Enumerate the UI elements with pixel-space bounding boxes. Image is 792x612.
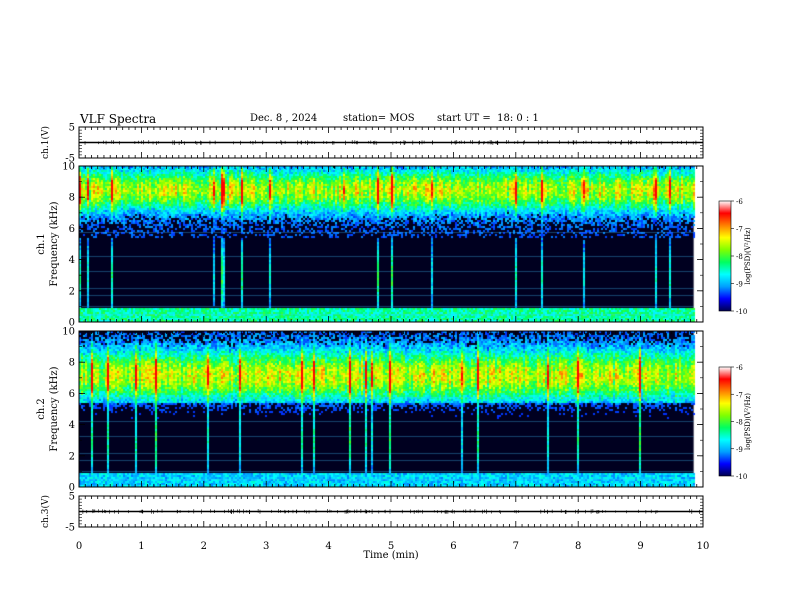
y-tick-label: 8 xyxy=(69,358,75,369)
ch3-voltage-label: ch.3(V) xyxy=(40,495,51,528)
y-tick-label: 6 xyxy=(69,224,75,235)
x-tick-label: 10 xyxy=(697,541,710,552)
x-tick-label: 5 xyxy=(388,541,394,552)
colorbar-label: log(PSD)(V²/Hz) xyxy=(744,393,752,450)
colorbar-ch1 xyxy=(718,200,732,312)
x-tick-label: 2 xyxy=(201,541,207,552)
colorbar-tick-label: -9 xyxy=(736,281,743,289)
spectrogram-ch2 xyxy=(79,331,703,487)
x-tick-label: 7 xyxy=(513,541,519,552)
colorbar-tick-label: -9 xyxy=(736,446,743,454)
colorbar-tick-label: -6 xyxy=(736,198,743,206)
y-tick-label: 10 xyxy=(62,162,75,173)
y-tick-label: 8 xyxy=(69,193,75,204)
colorbar-tick-label: -8 xyxy=(736,419,743,427)
y-tick-label: 4 xyxy=(69,420,75,431)
colorbar-tick-label: -10 xyxy=(736,473,747,481)
start-ut-label: start UT = 18: 0 : 1 xyxy=(437,113,539,124)
ch1-voltage-label: ch.1(V) xyxy=(40,126,51,159)
y-tick-label: 0 xyxy=(69,318,75,329)
x-tick-label: 8 xyxy=(575,541,581,552)
ch2-label: ch.2 xyxy=(36,398,47,420)
y-tick-label: 10 xyxy=(62,327,75,338)
y-tick-label: 6 xyxy=(69,389,75,400)
y-tick-label: -5 xyxy=(65,154,75,165)
x-tick-label: 1 xyxy=(138,541,144,552)
y-tick-label: 5 xyxy=(69,492,75,503)
ch1-frequency-label: Frequency (kHz) xyxy=(49,201,60,286)
ch2-frequency-label: Frequency (kHz) xyxy=(49,366,60,451)
y-tick-label: 0 xyxy=(69,483,75,494)
colorbar-tick-label: -10 xyxy=(736,308,747,316)
y-tick-label: 5 xyxy=(69,123,75,134)
y-tick-label: 2 xyxy=(69,286,75,297)
ch1-label: ch.1 xyxy=(36,233,47,255)
x-tick-label: 3 xyxy=(263,541,269,552)
colorbar-tick-label: -6 xyxy=(736,364,743,372)
station-label: station= MOS xyxy=(343,113,415,124)
x-tick-label: 4 xyxy=(325,541,331,552)
chart-title: VLF Spectra xyxy=(80,112,157,126)
x-axis-label: Time (min) xyxy=(363,550,418,561)
y-tick-label: -5 xyxy=(65,523,75,534)
colorbar-tick-label: -7 xyxy=(736,226,743,234)
x-tick-label: 0 xyxy=(76,541,82,552)
y-tick-label: 2 xyxy=(69,451,75,462)
colorbar-tick-label: -8 xyxy=(736,253,743,261)
colorbar-label: log(PSD)(V²/Hz) xyxy=(744,227,752,284)
colorbar-tick-label: -7 xyxy=(736,391,743,399)
spectrogram-ch1 xyxy=(79,166,703,322)
date-label: Dec. 8 , 2024 xyxy=(250,113,318,124)
x-tick-label: 9 xyxy=(637,541,643,552)
y-tick-label: 4 xyxy=(69,255,75,266)
x-tick-label: 6 xyxy=(450,541,456,552)
colorbar-ch2 xyxy=(718,366,732,477)
